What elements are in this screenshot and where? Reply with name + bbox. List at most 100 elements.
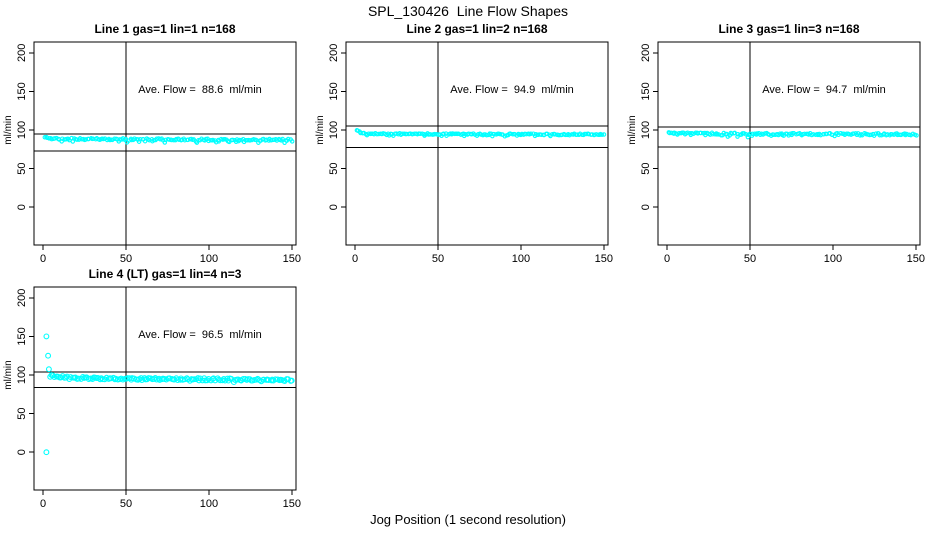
data-point <box>153 376 160 383</box>
data-point <box>584 131 589 137</box>
data-point <box>601 132 607 137</box>
data-point <box>230 137 235 143</box>
subplot-title: Line 4 (LT) gas=1 lin=4 n=3 <box>88 267 242 281</box>
data-points <box>354 128 607 139</box>
y-tick-label: 0 <box>640 204 652 210</box>
y-tick-label: 150 <box>16 82 28 100</box>
data-point <box>49 372 56 379</box>
y-tick-label: 50 <box>328 162 340 174</box>
y-tick-label: 150 <box>16 327 28 345</box>
x-tick-label: 50 <box>120 498 132 510</box>
x-tick-label: 0 <box>352 253 358 265</box>
plot-box <box>345 41 609 246</box>
subplot-title: Line 2 gas=1 lin=2 n=168 <box>406 22 548 36</box>
data-point <box>132 136 137 141</box>
subplot-title: Line 3 gas=1 lin=3 n=168 <box>718 22 860 36</box>
plot-box <box>33 41 297 246</box>
x-tick-label: 0 <box>40 498 46 510</box>
plot-area: 0 50 100 150 200 0 50 100 150 <box>16 41 301 265</box>
y-tick-label: 150 <box>640 82 652 100</box>
data-point <box>702 130 708 136</box>
data-point <box>599 132 605 137</box>
ave-flow-annotation: Ave. Flow = 94.9 ml/min <box>450 84 574 96</box>
outlier-point <box>43 333 50 340</box>
outlier-point <box>45 366 52 373</box>
data-point <box>285 136 291 142</box>
data-point <box>914 133 919 138</box>
subplot-title: Line 1 gas=1 lin=1 n=168 <box>94 22 236 36</box>
data-point <box>204 377 211 384</box>
data-point <box>213 139 219 145</box>
plot-box <box>657 41 921 246</box>
y-tick-label: 200 <box>16 289 28 307</box>
subplot-line-4: Line 4 (LT) gas=1 lin=4 n=3 Ave. Flow = … <box>0 245 312 513</box>
data-point <box>280 136 285 142</box>
y-tick-label: 200 <box>328 44 340 62</box>
y-tick-label: 100 <box>16 366 28 384</box>
y-tick-label: 0 <box>16 204 28 210</box>
x-tick-label: 0 <box>664 253 670 265</box>
data-point <box>269 376 276 383</box>
data-point <box>589 132 595 137</box>
data-point <box>169 137 174 143</box>
plot-area: 0 50 100 150 200 0 50 100 150 <box>640 41 925 265</box>
y-tick-label: 100 <box>640 121 652 139</box>
data-point <box>877 132 882 138</box>
y-tick-label: 150 <box>328 82 340 100</box>
data-point <box>216 139 222 144</box>
x-tick-label: 100 <box>824 253 842 265</box>
data-points <box>666 130 919 140</box>
y-tick-label: 50 <box>16 407 28 419</box>
plot-area: 0 50 100 150 200 0 50 100 150 <box>16 286 301 510</box>
data-point <box>268 377 275 384</box>
x-tick-label: 50 <box>432 253 444 265</box>
data-point <box>219 377 226 384</box>
figure-title: SPL_130426 Line Flow Shapes <box>367 3 569 19</box>
subplot-line-3: Line 3 gas=1 lin=3 n=168 Ave. Flow = 94.… <box>624 0 936 268</box>
data-point <box>693 130 698 136</box>
data-point <box>288 377 295 384</box>
data-point <box>667 130 672 136</box>
y-tick-label: 50 <box>640 162 652 174</box>
data-point <box>243 137 248 143</box>
x-tick-label: 150 <box>283 498 301 510</box>
plot-area: 0 50 100 150 200 0 50 100 150 <box>328 41 613 265</box>
y-tick-label: 50 <box>16 162 28 174</box>
data-point <box>366 131 371 136</box>
data-points <box>42 134 295 146</box>
x-tick-label: 100 <box>200 253 218 265</box>
y-tick-label: 200 <box>640 44 652 62</box>
data-point <box>52 136 57 141</box>
ave-flow-annotation: Ave. Flow = 94.7 ml/min <box>762 84 886 96</box>
data-point <box>698 130 703 136</box>
data-point <box>174 136 179 142</box>
outlier-point <box>45 352 52 359</box>
data-point <box>898 132 904 138</box>
data-point <box>461 131 466 136</box>
data-point <box>247 138 253 143</box>
x-tick-label: 100 <box>512 253 530 265</box>
data-point <box>145 375 152 382</box>
x-tick-label: 50 <box>120 253 132 265</box>
x-tick-label: 100 <box>200 498 218 510</box>
subplot-line-2: Line 2 gas=1 lin=2 n=168 Ave. Flow = 94.… <box>312 0 624 268</box>
x-tick-label: 150 <box>283 253 301 265</box>
data-point <box>790 131 795 136</box>
data-point <box>821 131 827 137</box>
data-point <box>528 131 534 137</box>
data-point <box>539 132 544 137</box>
data-points <box>43 333 295 456</box>
data-point <box>873 131 879 136</box>
data-point <box>162 140 168 145</box>
subplot-line-1: Line 1 gas=1 lin=1 n=168 Ave. Flow = 88.… <box>0 0 312 268</box>
data-point <box>83 137 89 142</box>
y-tick-label: 200 <box>16 44 28 62</box>
y-tick-label: 0 <box>16 449 28 455</box>
data-point <box>507 131 513 136</box>
data-point <box>544 131 550 137</box>
data-point <box>407 131 413 136</box>
data-point <box>289 139 295 144</box>
plot-box <box>33 286 297 491</box>
ave-flow-annotation: Ave. Flow = 88.6 ml/min <box>138 84 262 96</box>
x-tick-label: 150 <box>595 253 613 265</box>
